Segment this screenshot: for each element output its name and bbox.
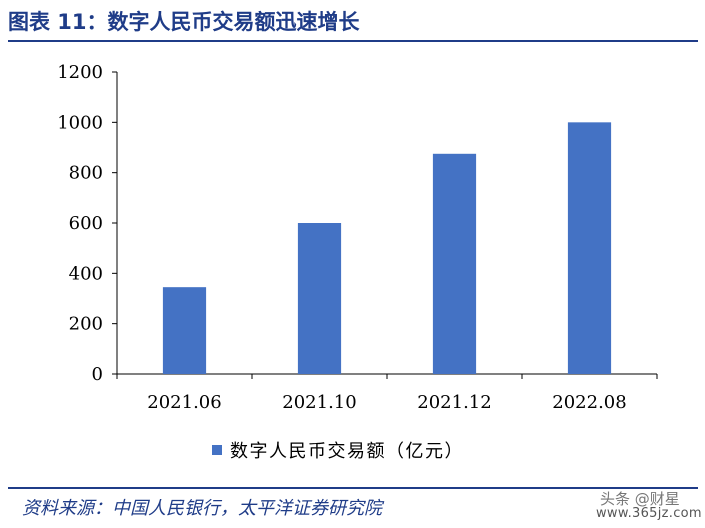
y-tick-label: 1200	[57, 62, 103, 83]
bar-2021-06	[162, 287, 207, 374]
bar-2021-10	[297, 223, 342, 374]
y-axis: 0 200 400 600 800 1000 1200	[57, 62, 118, 385]
x-tick-label: 2021.12	[417, 392, 491, 413]
bar-2021-12	[432, 153, 477, 374]
page-title: 图表 11：数字人民币交易额迅速增长	[8, 10, 360, 34]
y-tick-label: 600	[69, 213, 103, 234]
x-axis: 2021.06 2021.10 2021.12 2022.08	[116, 373, 658, 413]
bars	[162, 122, 612, 374]
watermark-label: 头条 @财星	[600, 490, 680, 508]
y-tick-label: 1000	[57, 112, 103, 133]
bar-2022-08	[567, 122, 612, 374]
y-tick-label: 0	[92, 364, 103, 385]
watermark-url: www.365jz.com	[596, 506, 702, 521]
y-tick-label: 200	[69, 314, 103, 335]
legend-label: 数字人民币交易额（亿元）	[230, 441, 464, 462]
source-note: 资料来源：中国人民银行，太平洋证券研究院	[22, 498, 382, 519]
x-tick-label: 2021.06	[147, 392, 221, 413]
y-tick-label: 400	[69, 263, 103, 284]
x-tick-label: 2022.08	[552, 392, 626, 413]
watermark: 头条 @财星 www.365jz.com	[596, 488, 702, 524]
y-tick-label: 800	[69, 163, 103, 184]
footer-divider	[8, 487, 698, 489]
title-divider	[8, 40, 698, 42]
legend: 数字人民币交易额（亿元）	[212, 441, 464, 462]
legend-swatch	[212, 445, 222, 455]
x-tick-label: 2021.10	[282, 392, 356, 413]
